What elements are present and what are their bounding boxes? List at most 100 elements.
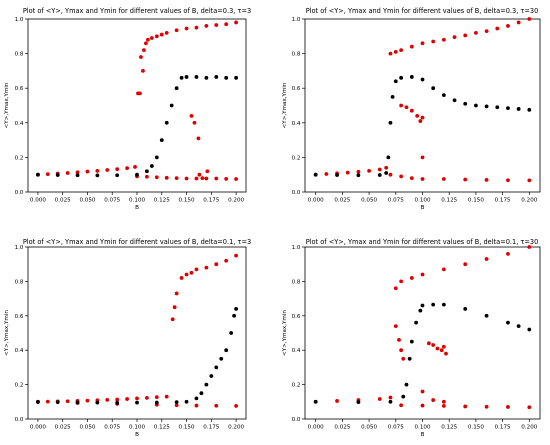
data-point <box>174 176 179 181</box>
data-point <box>516 324 521 329</box>
data-point <box>441 37 446 42</box>
data-point <box>377 173 382 177</box>
data-point <box>144 41 148 46</box>
data-point <box>420 403 425 408</box>
data-point <box>55 400 60 405</box>
data-point <box>516 20 521 25</box>
data-point <box>313 172 318 177</box>
data-point <box>441 302 446 307</box>
data-point <box>214 176 219 181</box>
data-point <box>125 397 129 401</box>
data-point <box>141 69 145 73</box>
y-tick-label: 0.6 <box>292 314 301 320</box>
y-tick-label: 0.2 <box>292 383 301 389</box>
x-tick-label: 0.075 <box>104 425 120 431</box>
data-point <box>214 23 219 27</box>
data-point <box>384 165 389 170</box>
data-point <box>404 105 409 110</box>
data-point <box>506 405 510 409</box>
data-point <box>393 286 398 291</box>
data-point <box>441 267 446 272</box>
data-point <box>197 172 202 177</box>
data-point <box>164 175 169 180</box>
data-point <box>506 24 510 28</box>
data-point <box>527 245 532 249</box>
data-point <box>414 320 418 325</box>
data-point <box>418 119 423 123</box>
data-point <box>356 400 361 405</box>
x-tick-label: 0.175 <box>203 198 219 204</box>
data-point <box>506 106 510 110</box>
chart-panel-1: Plot of <Y>, Ymax and Ymin for different… <box>4 7 251 211</box>
data-point <box>133 165 137 169</box>
series-mean <box>36 75 238 178</box>
data-point <box>420 155 425 160</box>
data-point <box>506 178 510 183</box>
y-tick-label: 0.8 <box>292 52 301 58</box>
data-point <box>393 49 398 54</box>
y-tick-label: 1.0 <box>15 245 24 251</box>
data-point <box>527 17 532 21</box>
data-point <box>441 404 446 408</box>
data-point <box>184 272 189 277</box>
data-point <box>75 170 80 175</box>
x-tick-label: 0.125 <box>441 198 457 204</box>
x-tick-label: 0.050 <box>79 425 95 431</box>
data-point <box>75 173 80 178</box>
data-point <box>409 176 414 181</box>
data-point <box>145 395 149 400</box>
data-point <box>146 37 150 42</box>
data-point <box>224 348 229 353</box>
x-tick-label: 0.050 <box>361 198 377 204</box>
data-point <box>224 176 229 181</box>
x-tick-label: 0.075 <box>388 198 404 204</box>
data-point <box>164 394 169 399</box>
data-point <box>484 177 489 182</box>
data-point <box>184 26 189 31</box>
data-point <box>495 26 500 31</box>
data-point <box>224 22 229 27</box>
data-point <box>388 399 393 404</box>
data-point <box>55 173 60 177</box>
y-tick-label: 0.4 <box>15 121 24 127</box>
data-point <box>384 171 389 175</box>
data-point <box>159 138 164 143</box>
data-point <box>463 177 468 182</box>
data-point <box>401 356 406 361</box>
data-point <box>377 397 382 401</box>
data-point <box>189 113 194 118</box>
data-point <box>431 398 436 402</box>
y-tick-label: 1.0 <box>292 245 301 251</box>
data-point <box>65 399 70 404</box>
data-point <box>431 39 436 44</box>
data-point <box>431 343 436 347</box>
data-point <box>399 174 404 179</box>
x-tick-label: 0.100 <box>129 198 145 204</box>
data-point <box>388 395 393 400</box>
y-tick-label: 0.2 <box>15 383 24 389</box>
data-point <box>115 397 120 402</box>
data-point <box>441 344 446 349</box>
data-point <box>420 272 425 277</box>
x-tick-label: 0.000 <box>30 425 46 431</box>
y-tick-label: 0.4 <box>292 121 301 127</box>
data-point <box>45 399 50 404</box>
x-tick-label: 0.200 <box>228 425 244 431</box>
x-tick-label: 0.100 <box>414 198 430 204</box>
data-point <box>452 98 457 103</box>
data-point <box>388 51 393 56</box>
data-point <box>431 86 436 91</box>
x-tick-label: 0.125 <box>441 425 457 431</box>
data-point <box>444 351 448 356</box>
data-point <box>95 173 100 178</box>
data-point <box>388 172 393 177</box>
series-ymax-ymin <box>36 20 238 181</box>
x-tick-label: 0.000 <box>308 425 324 431</box>
data-point <box>388 120 393 125</box>
y-tick-label: 1.0 <box>292 17 301 23</box>
data-point <box>441 93 446 98</box>
x-axis-label: B <box>421 205 425 211</box>
data-point <box>194 25 199 30</box>
data-point <box>214 262 219 267</box>
